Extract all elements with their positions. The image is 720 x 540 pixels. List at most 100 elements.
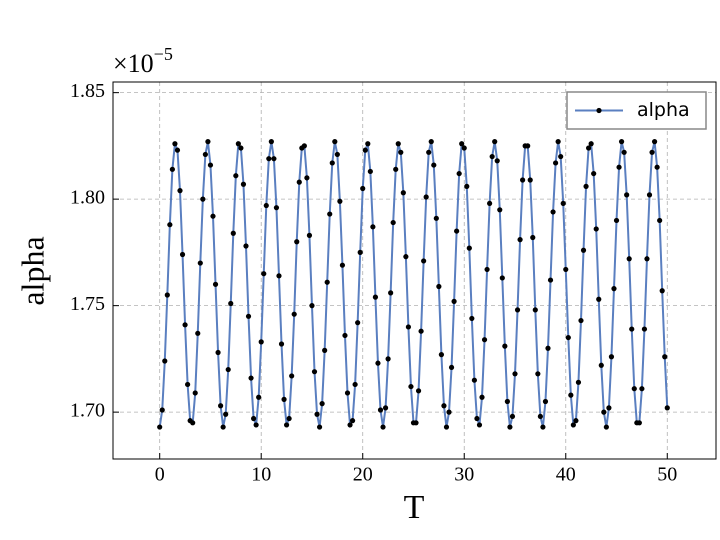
data-point bbox=[664, 405, 670, 411]
data-point bbox=[588, 141, 594, 147]
data-point bbox=[651, 139, 658, 145]
data-point bbox=[408, 383, 414, 390]
y-offset-base: ×10 bbox=[113, 49, 154, 78]
data-point bbox=[423, 194, 429, 200]
data-point bbox=[314, 411, 320, 417]
legend-label: alpha bbox=[637, 99, 690, 121]
data-point bbox=[278, 341, 285, 347]
data-point bbox=[301, 143, 307, 149]
data-point bbox=[568, 392, 574, 398]
data-point bbox=[517, 237, 523, 243]
data-point bbox=[225, 366, 231, 373]
data-point bbox=[547, 277, 554, 283]
data-point bbox=[261, 271, 267, 277]
data-point bbox=[644, 256, 650, 262]
data-point bbox=[641, 326, 648, 332]
data-point bbox=[342, 332, 348, 339]
data-point bbox=[202, 151, 208, 158]
data-point bbox=[492, 139, 498, 145]
data-point bbox=[476, 422, 483, 428]
data-point bbox=[385, 356, 391, 362]
data-point bbox=[233, 173, 239, 179]
data-point bbox=[263, 202, 269, 209]
data-point bbox=[179, 251, 186, 258]
data-point bbox=[431, 162, 437, 168]
data-point bbox=[413, 420, 419, 426]
data-point bbox=[327, 211, 333, 217]
data-point bbox=[421, 258, 427, 264]
data-point bbox=[611, 286, 617, 292]
data-point bbox=[451, 298, 457, 304]
data-point bbox=[593, 226, 599, 232]
data-point bbox=[507, 424, 513, 430]
data-point bbox=[306, 232, 313, 238]
x-tick-label: 40 bbox=[556, 464, 576, 486]
data-point bbox=[349, 418, 356, 424]
data-point bbox=[487, 200, 493, 207]
data-point bbox=[273, 205, 280, 211]
data-point bbox=[388, 290, 394, 296]
x-axis-label: T bbox=[404, 489, 425, 526]
data-point bbox=[289, 373, 295, 379]
data-point bbox=[527, 177, 533, 183]
data-point bbox=[530, 234, 536, 241]
data-point bbox=[624, 192, 630, 198]
data-point bbox=[494, 158, 500, 164]
y-tick-label: 1.75 bbox=[70, 293, 105, 315]
data-point bbox=[276, 273, 282, 279]
data-point bbox=[418, 328, 424, 334]
data-point bbox=[238, 145, 244, 151]
data-point bbox=[580, 247, 587, 253]
data-point bbox=[415, 388, 422, 394]
data-point bbox=[629, 326, 635, 332]
data-point bbox=[344, 390, 351, 396]
data-point bbox=[601, 409, 607, 415]
data-point bbox=[375, 360, 381, 366]
x-tick-label: 20 bbox=[353, 464, 373, 486]
data-point bbox=[182, 322, 188, 328]
data-point bbox=[603, 424, 609, 430]
data-point bbox=[365, 141, 371, 147]
data-point bbox=[509, 413, 516, 420]
data-point bbox=[250, 415, 257, 422]
data-point bbox=[367, 168, 373, 175]
data-point bbox=[271, 156, 277, 162]
data-point bbox=[570, 422, 576, 428]
data-point bbox=[235, 141, 241, 147]
data-point bbox=[248, 375, 254, 381]
data-point bbox=[481, 337, 488, 343]
data-point bbox=[446, 409, 452, 415]
data-point bbox=[304, 175, 310, 181]
data-point bbox=[210, 213, 216, 219]
data-point bbox=[195, 330, 201, 336]
data-point bbox=[596, 296, 602, 302]
data-point bbox=[362, 147, 368, 153]
data-point bbox=[393, 166, 399, 172]
data-point bbox=[258, 339, 264, 345]
data-point bbox=[245, 313, 252, 319]
data-point bbox=[253, 422, 259, 428]
data-point bbox=[223, 411, 229, 417]
data-point bbox=[525, 143, 531, 149]
data-point bbox=[185, 381, 191, 388]
data-point bbox=[228, 300, 234, 307]
data-point bbox=[542, 398, 549, 405]
data-point bbox=[443, 424, 450, 430]
x-tick-label: 10 bbox=[251, 464, 271, 486]
data-point bbox=[550, 209, 556, 215]
plot-frame bbox=[112, 81, 717, 460]
data-point bbox=[426, 149, 432, 155]
data-point bbox=[555, 139, 561, 145]
data-point bbox=[316, 424, 323, 430]
data-point bbox=[177, 188, 183, 194]
data-point bbox=[337, 198, 343, 204]
data-point bbox=[520, 177, 526, 183]
legend-marker bbox=[596, 107, 602, 114]
y-tick-label: 1.70 bbox=[70, 400, 105, 422]
data-point bbox=[256, 394, 262, 400]
y-tick-label: 1.80 bbox=[70, 187, 105, 209]
data-point bbox=[377, 407, 384, 413]
data-point bbox=[512, 371, 518, 377]
data-point bbox=[560, 200, 566, 207]
data-point bbox=[631, 386, 637, 392]
